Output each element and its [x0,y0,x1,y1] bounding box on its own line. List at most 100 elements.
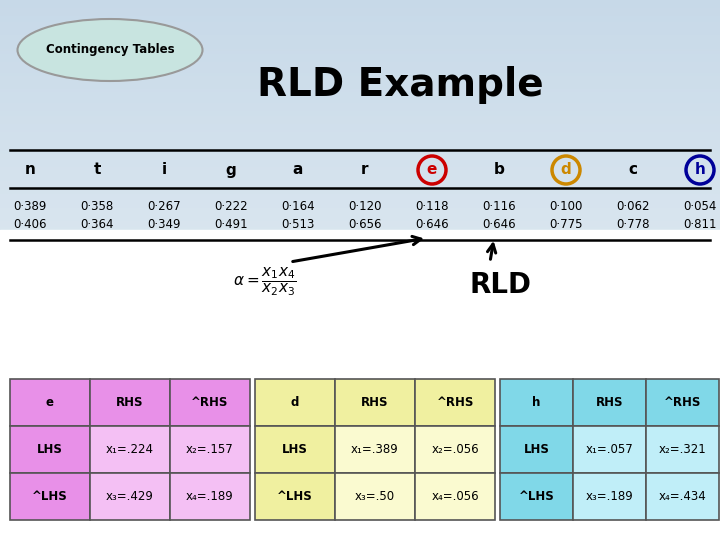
Bar [0,57,720,59]
Bar [0,446,720,448]
FancyBboxPatch shape [573,426,646,473]
Bar [0,19,720,22]
Bar [0,259,720,262]
Bar [0,424,720,427]
Bar [0,49,720,51]
FancyBboxPatch shape [500,473,573,520]
FancyBboxPatch shape [646,473,719,520]
Text: 0·646: 0·646 [415,219,449,232]
Bar [0,413,720,416]
Text: 0·120: 0·120 [348,200,382,213]
Bar [0,159,720,162]
Bar [0,122,720,124]
Bar [0,246,720,248]
Bar [0,281,720,284]
Bar [0,454,720,456]
Bar [0,232,720,235]
Bar [0,113,720,116]
Bar [0,76,720,78]
Text: ^RHS: ^RHS [436,396,474,409]
Bar [0,475,720,478]
Bar [0,359,720,362]
Bar [0,289,720,292]
FancyBboxPatch shape [90,473,170,520]
Bar [0,151,720,154]
Bar [0,364,720,367]
Bar [0,524,720,526]
Text: n: n [24,163,35,178]
FancyBboxPatch shape [415,426,495,473]
Bar [0,348,720,351]
Bar [0,410,720,413]
Text: 0·389: 0·389 [13,200,47,213]
Bar [0,143,720,146]
FancyBboxPatch shape [170,379,250,426]
Text: ^LHS: ^LHS [518,490,554,503]
Bar [0,302,720,305]
Ellipse shape [17,19,202,81]
Text: 0·116: 0·116 [482,200,516,213]
Text: Contingency Tables: Contingency Tables [45,44,174,57]
Text: 0·358: 0·358 [81,200,114,213]
Bar [0,192,720,194]
Text: RLD: RLD [469,271,531,299]
Text: i: i [161,163,166,178]
Text: RHS: RHS [595,396,624,409]
Bar [0,516,720,518]
Text: x₃=.50: x₃=.50 [355,490,395,503]
Bar [0,219,720,221]
Bar [0,456,720,459]
Bar [0,84,720,86]
Text: c: c [629,163,637,178]
Bar [0,510,720,513]
Text: RLD Example: RLD Example [257,66,544,104]
Bar [0,389,720,392]
Text: x₄=.434: x₄=.434 [659,490,706,503]
Bar [0,297,720,300]
Bar [0,270,720,273]
Bar [0,356,720,359]
Text: 0·491: 0·491 [214,219,248,232]
Bar [0,27,720,30]
Bar [0,127,720,130]
Text: e: e [427,163,437,178]
Bar [0,491,720,494]
Bar [0,221,720,224]
Bar [0,343,720,346]
Bar [0,370,720,373]
Bar [0,489,720,491]
Bar [0,324,720,327]
Text: 0·364: 0·364 [80,219,114,232]
Bar [0,329,720,332]
Text: x₁=.389: x₁=.389 [351,443,399,456]
Bar [0,505,720,508]
Bar [0,0,720,3]
Bar [0,513,720,516]
Bar [0,176,720,178]
Bar [0,397,720,400]
Text: 0·164: 0·164 [282,200,315,213]
Text: r: r [361,163,369,178]
Bar [0,362,720,364]
Bar [0,89,720,92]
Bar [0,16,720,19]
Text: e: e [46,396,54,409]
Bar [0,43,720,46]
Bar [0,440,720,443]
Text: 0·349: 0·349 [148,219,181,232]
Bar [0,240,720,243]
Bar [0,478,720,481]
Bar [0,197,720,200]
Bar [0,267,720,270]
FancyBboxPatch shape [573,379,646,426]
Bar [0,111,720,113]
Bar [0,5,720,8]
Text: x₄=.189: x₄=.189 [186,490,234,503]
Bar [0,292,720,294]
Bar [0,30,720,32]
Bar [0,278,720,281]
Bar [0,186,720,189]
Bar [0,275,720,278]
Bar [0,162,720,165]
Bar [0,373,720,375]
